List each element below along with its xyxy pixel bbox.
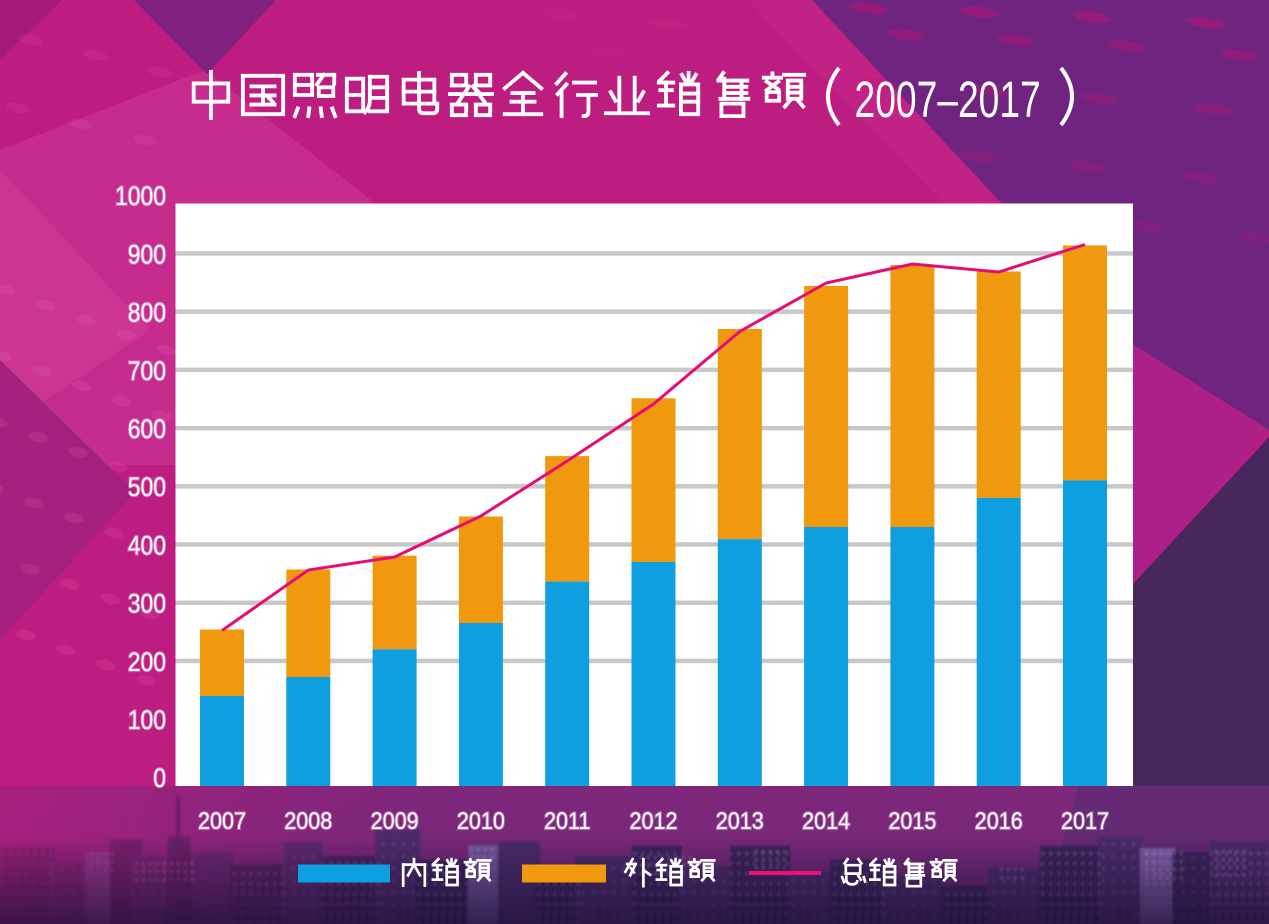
svg-text:2014: 2014 [802,807,850,834]
svg-text:2011: 2011 [544,807,590,834]
svg-text:2007: 2007 [198,807,246,834]
svg-text:2007: 2007 [198,807,246,834]
svg-text:600: 600 [128,414,166,444]
svg-text:900: 900 [128,240,166,270]
svg-text:2014: 2014 [802,807,850,834]
svg-text:2010: 2010 [457,807,505,834]
svg-text:2013: 2013 [716,807,764,834]
svg-text:2016: 2016 [975,807,1023,834]
svg-text:300: 300 [128,589,166,619]
svg-text:900: 900 [128,240,166,270]
svg-text:2011: 2011 [544,807,590,834]
svg-text:700: 700 [128,356,166,386]
svg-text:200: 200 [128,647,166,677]
svg-text:0: 0 [153,763,166,793]
svg-text:2010: 2010 [457,807,505,834]
svg-text:2015: 2015 [888,807,936,834]
svg-text:0: 0 [153,763,166,793]
svg-text:2016: 2016 [975,807,1023,834]
svg-text:2007–2017: 2007–2017 [855,72,1041,128]
svg-text:200: 200 [128,647,166,677]
svg-text:2017: 2017 [1061,807,1109,834]
svg-text:400: 400 [128,531,166,561]
svg-text:800: 800 [128,298,166,328]
svg-text:2012: 2012 [629,807,677,834]
svg-text:1000: 1000 [115,181,166,211]
svg-text:2017: 2017 [1061,807,1109,834]
svg-text:100: 100 [128,705,166,735]
svg-text:600: 600 [128,414,166,444]
svg-text:800: 800 [128,298,166,328]
svg-text:500: 500 [128,472,166,502]
svg-text:700: 700 [128,356,166,386]
svg-text:400: 400 [128,531,166,561]
svg-text:300: 300 [128,589,166,619]
svg-text:1000: 1000 [115,181,166,211]
svg-text:2008: 2008 [284,807,332,834]
svg-text:500: 500 [128,472,166,502]
svg-text:2009: 2009 [371,807,419,834]
svg-text:2013: 2013 [716,807,764,834]
svg-text:100: 100 [128,705,166,735]
svg-text:2015: 2015 [888,807,936,834]
svg-text:2012: 2012 [629,807,677,834]
svg-text:2008: 2008 [284,807,332,834]
svg-text:2009: 2009 [371,807,419,834]
